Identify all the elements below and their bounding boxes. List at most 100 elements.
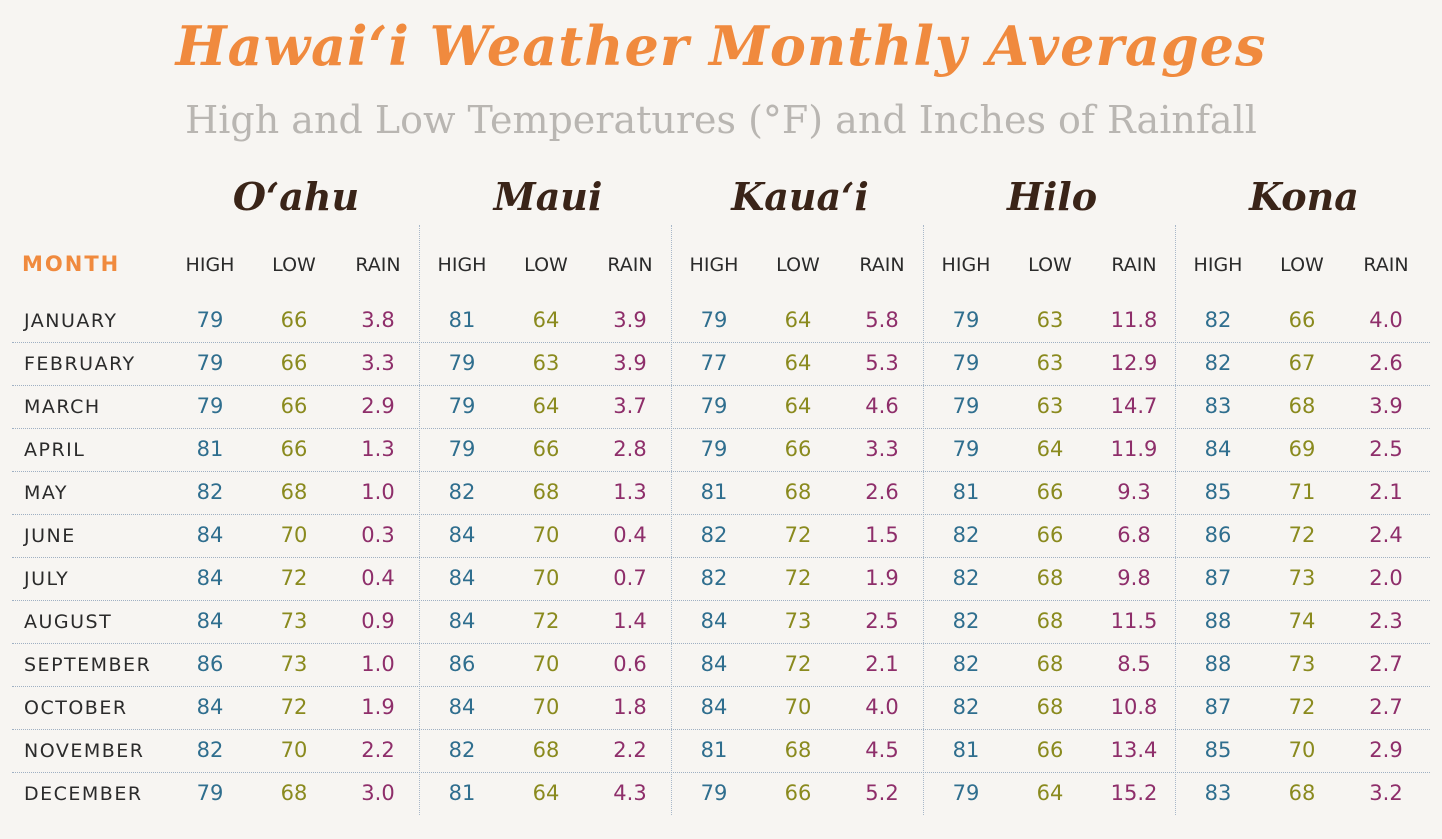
high-value: 79	[952, 437, 980, 461]
low-value: 72	[1288, 523, 1316, 547]
low-value: 66	[1036, 738, 1064, 762]
rain-value: 0.4	[613, 523, 647, 547]
month-label: AUGUST	[24, 611, 113, 633]
low-value: 72	[784, 652, 812, 676]
low-value: 64	[532, 394, 560, 418]
high-value: 82	[448, 738, 476, 762]
high-column-header: HIGH	[689, 254, 739, 276]
rain-value: 2.7	[1369, 695, 1403, 719]
rain-value: 1.0	[361, 480, 395, 504]
rain-value: 8.5	[1117, 652, 1151, 676]
high-value: 82	[1204, 351, 1232, 375]
rain-value: 1.3	[613, 480, 647, 504]
row-divider	[12, 428, 1430, 429]
high-value: 84	[196, 566, 224, 590]
rain-value: 5.3	[865, 351, 899, 375]
row-divider	[12, 729, 1430, 730]
rain-value: 2.8	[613, 437, 647, 461]
low-value: 63	[1036, 351, 1064, 375]
rain-column-header: RAIN	[607, 254, 653, 276]
low-value: 70	[1288, 738, 1316, 762]
high-value: 79	[700, 308, 728, 332]
high-value: 79	[700, 394, 728, 418]
rain-value: 11.9	[1110, 437, 1158, 461]
low-value: 63	[532, 351, 560, 375]
high-value: 77	[700, 351, 728, 375]
high-value: 84	[448, 566, 476, 590]
island-oahu: O‘ahu	[232, 174, 360, 219]
rain-column-header: RAIN	[859, 254, 905, 276]
rain-value: 4.0	[1369, 308, 1403, 332]
rain-value: 2.1	[1369, 480, 1403, 504]
rain-value: 3.8	[361, 308, 395, 332]
rain-value: 1.3	[361, 437, 395, 461]
row-divider	[12, 643, 1430, 644]
rain-value: 1.8	[613, 695, 647, 719]
rain-value: 2.3	[1369, 609, 1403, 633]
high-value: 81	[196, 437, 224, 461]
rain-value: 1.4	[613, 609, 647, 633]
column-divider	[419, 225, 420, 815]
high-value: 79	[700, 437, 728, 461]
low-value: 73	[280, 609, 308, 633]
rain-value: 14.7	[1110, 394, 1158, 418]
low-value: 64	[532, 781, 560, 805]
low-value: 73	[1288, 652, 1316, 676]
rain-value: 0.6	[613, 652, 647, 676]
row-divider	[12, 471, 1430, 472]
high-value: 82	[448, 480, 476, 504]
rain-column-header: RAIN	[355, 254, 401, 276]
high-value: 79	[196, 351, 224, 375]
low-value: 68	[1036, 652, 1064, 676]
low-value: 66	[1036, 523, 1064, 547]
low-column-header: LOW	[1028, 254, 1072, 276]
high-value: 83	[1204, 781, 1232, 805]
table-row: DECEMBER 79 68 3.0 81 64 4.3 79 66 5.2 79 64 15.2 83 6…	[0, 773, 1442, 816]
rain-value: 1.9	[361, 695, 395, 719]
table-row: OCTOBER 84 72 1.9 84 70 1.8 84 70 4.0 82 68 10.8 87 72…	[0, 687, 1442, 730]
high-value: 84	[700, 695, 728, 719]
low-value: 66	[784, 437, 812, 461]
low-value: 70	[280, 738, 308, 762]
high-column-header: HIGH	[185, 254, 235, 276]
low-value: 66	[280, 351, 308, 375]
page-title: Hawai‘i Weather Monthly Averages	[175, 14, 1267, 78]
high-value: 88	[1204, 609, 1232, 633]
high-value: 81	[448, 781, 476, 805]
low-value: 72	[280, 695, 308, 719]
low-value: 66	[1288, 308, 1316, 332]
island-maui: Maui	[493, 174, 603, 219]
row-divider	[12, 342, 1430, 343]
low-value: 73	[1288, 566, 1316, 590]
low-value: 66	[784, 781, 812, 805]
high-value: 84	[196, 695, 224, 719]
high-value: 79	[952, 394, 980, 418]
low-value: 68	[280, 781, 308, 805]
low-value: 68	[1036, 609, 1064, 633]
high-value: 79	[448, 437, 476, 461]
table-row: MAY 82 68 1.0 82 68 1.3 81 68 2.6 81 66 9.3 85 71 2.1	[0, 472, 1442, 515]
rain-value: 1.0	[361, 652, 395, 676]
rain-value: 2.2	[361, 738, 395, 762]
rain-value: 11.8	[1110, 308, 1158, 332]
high-value: 82	[700, 523, 728, 547]
low-value: 72	[532, 609, 560, 633]
low-value: 66	[280, 394, 308, 418]
low-value: 72	[784, 523, 812, 547]
low-value: 69	[1288, 437, 1316, 461]
low-value: 68	[784, 738, 812, 762]
table-row: JULY 84 72 0.4 84 70 0.7 82 72 1.9 82 68 9.8 87 73 2.0	[0, 558, 1442, 601]
island-hilo: Hilo	[1006, 174, 1098, 219]
high-value: 81	[700, 738, 728, 762]
month-label: JANUARY	[24, 310, 118, 332]
month-column-header: MONTH	[22, 252, 121, 276]
high-value: 81	[700, 480, 728, 504]
high-value: 79	[448, 394, 476, 418]
low-value: 73	[280, 652, 308, 676]
low-value: 67	[1288, 351, 1316, 375]
rain-value: 3.3	[361, 351, 395, 375]
low-value: 68	[1036, 695, 1064, 719]
rain-value: 3.3	[865, 437, 899, 461]
rain-value: 11.5	[1110, 609, 1158, 633]
low-value: 64	[1036, 437, 1064, 461]
